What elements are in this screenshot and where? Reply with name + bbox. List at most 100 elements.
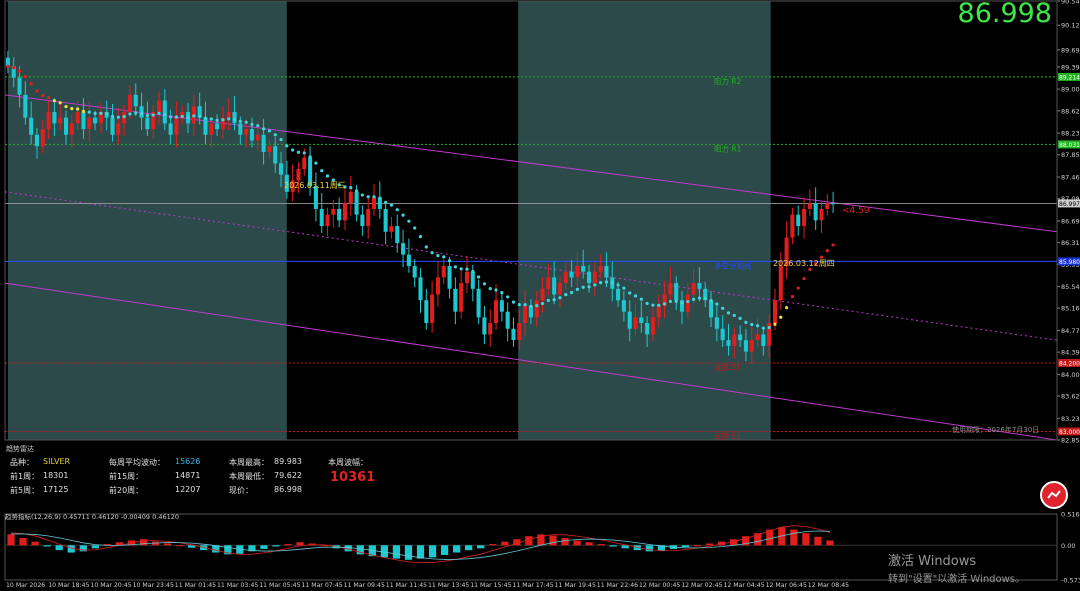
candle-body — [528, 305, 533, 318]
histogram-bar — [115, 542, 124, 546]
candle-body — [81, 111, 86, 130]
ma-dot — [81, 109, 86, 113]
ma-dot — [668, 299, 672, 304]
price-badge-4 — [1058, 358, 1080, 367]
candle-body — [174, 117, 179, 135]
alert-button[interactable] — [1040, 481, 1068, 509]
signal-line-slow — [11, 530, 830, 560]
ma-dot — [715, 302, 719, 306]
candle-body — [406, 254, 411, 266]
candle-body — [627, 311, 632, 329]
candle-body — [360, 214, 365, 227]
ma-dot — [221, 118, 225, 122]
histogram-bar — [79, 545, 87, 552]
histogram-bar — [19, 538, 27, 546]
candle-body — [435, 277, 440, 295]
ma-dot — [110, 114, 115, 118]
x-tick-label: 11 Mar 13:45 — [428, 582, 469, 589]
ma-dot — [174, 115, 179, 119]
histogram-bar — [248, 545, 256, 552]
ma-dot — [773, 322, 777, 326]
candle-body — [151, 111, 156, 130]
ma-dot — [273, 133, 277, 137]
histogram-bar — [188, 545, 196, 548]
candle-body — [807, 203, 812, 209]
candle-body — [616, 288, 621, 301]
candle-body — [523, 305, 528, 324]
ma-dot — [482, 282, 487, 286]
ma-dot — [46, 95, 51, 100]
histogram-bar — [754, 533, 762, 546]
histogram-bar — [91, 545, 99, 549]
x-tick-label: 10 Mar 2026 — [6, 582, 45, 589]
info-panel: 趋势雷达 品种： SILVER 前1周： 18301 前5周： 17125 每周… — [0, 443, 1057, 510]
candle-body — [290, 180, 295, 192]
x-tick-label: 11 Mar 01:45 — [175, 582, 216, 589]
ma-dot — [430, 251, 434, 255]
ma-dot — [790, 294, 795, 299]
histogram-bar — [585, 542, 593, 546]
ma-dot — [767, 325, 771, 330]
symbol-label: 品种： — [10, 458, 34, 467]
candle-body — [58, 117, 63, 124]
ma-dot — [488, 286, 492, 291]
candle-body — [819, 208, 824, 221]
candle-body — [784, 237, 789, 266]
candle-body — [63, 117, 69, 135]
ma-dot — [99, 111, 103, 115]
ma-dot — [186, 115, 190, 119]
histogram-bar — [693, 545, 702, 547]
ma-dot — [500, 290, 504, 295]
candle-body — [505, 311, 510, 329]
ma-dot — [645, 301, 649, 306]
histogram-bar — [416, 545, 425, 559]
histogram-bar — [609, 545, 617, 547]
candle-body — [139, 106, 144, 118]
ma-dot — [726, 311, 731, 315]
candle-body — [261, 134, 266, 152]
x-tick-label: 11 Mar 17:45 — [512, 582, 553, 589]
histogram-bar — [260, 545, 268, 549]
price-badge-5 — [1058, 427, 1080, 436]
ma-dot — [116, 115, 120, 119]
week5-value: 17125 — [43, 485, 69, 494]
histogram-bar — [103, 544, 111, 546]
ma-dot — [354, 189, 359, 193]
ma-dot — [540, 301, 545, 306]
ma-dot — [535, 303, 539, 308]
histogram-bar — [573, 540, 581, 546]
candle-body — [482, 317, 487, 335]
ma-dot — [750, 322, 754, 327]
indicator-y-label: 0.5169 — [1061, 511, 1080, 519]
ma-dot — [744, 320, 748, 324]
price-badge-1 — [1058, 140, 1080, 149]
ma-dot — [418, 235, 423, 239]
candle-body — [249, 129, 255, 141]
candle-body — [767, 323, 772, 346]
price-axis[interactable]: 90.545 90.120 89.690 89.390 89.000 88.620 88.2… — [1057, 0, 1080, 443]
candle-body — [749, 340, 754, 352]
ma-dot — [831, 243, 835, 247]
ma-dot — [93, 111, 97, 116]
candle-body — [691, 283, 696, 295]
candle-body — [203, 117, 208, 135]
ma-dot — [761, 326, 765, 330]
candle-body — [337, 208, 342, 221]
ma-dot — [738, 316, 742, 321]
histogram-bar — [404, 545, 413, 560]
candle-body — [34, 134, 39, 147]
ma-dot — [384, 200, 388, 204]
ma-dot — [599, 281, 603, 285]
ma-dot — [320, 169, 324, 173]
trend-channels — [4, 94, 1058, 441]
candle-body — [308, 157, 313, 187]
candle-body — [302, 157, 307, 170]
ma-dot — [372, 195, 376, 199]
candle-body — [441, 265, 446, 278]
ma-dot — [163, 112, 167, 117]
activation-watermark: 激活 Windows 转到"设置"以激活 Windows。 — [888, 550, 1025, 585]
y-tick-label: 89.390 — [1061, 63, 1080, 71]
week15-value: 14871 — [175, 471, 201, 480]
candlesticks — [5, 50, 836, 365]
x-tick-label: 12 Mar 02:45 — [681, 582, 722, 589]
